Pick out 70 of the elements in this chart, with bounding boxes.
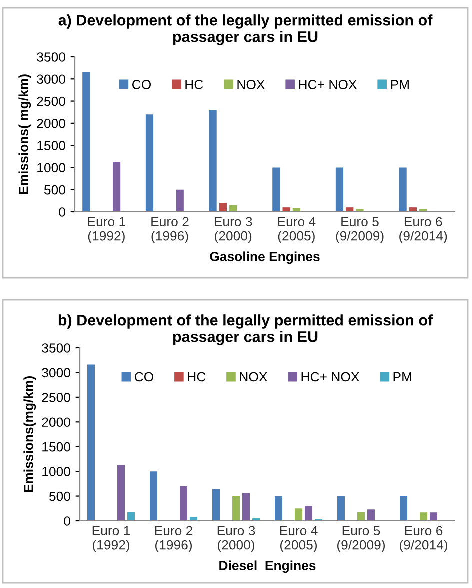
x-tick-label: Euro 2 (1996): [152, 217, 189, 244]
legend-label: CO: [132, 80, 151, 90]
x-tick-label: Euro 1 (1992): [92, 526, 130, 552]
y-tick-label: 2000: [37, 118, 66, 128]
x-tick-label: Euro 4 (2005): [278, 217, 316, 244]
x-tick-label: Euro 5 (9/2009): [338, 526, 386, 552]
bar: [368, 510, 375, 521]
y-tick-label: 0: [59, 208, 66, 217]
bar: [176, 190, 184, 212]
bar: [212, 489, 220, 521]
bar: [338, 496, 345, 521]
legend-label: HC+ NOX: [299, 80, 357, 90]
bar: [180, 486, 188, 521]
bar: [400, 496, 408, 521]
y-tick-label: 3000: [42, 368, 70, 378]
y-tick-label: 500: [44, 185, 66, 195]
bar: [399, 168, 407, 212]
x-tick-label: Euro 3 (2000): [218, 526, 256, 552]
x-tick-label: Euro 6 (9/2014): [400, 526, 448, 552]
x-tick-label: Euro 5 (9/2009): [336, 217, 384, 244]
chart-title: a) Development of the legally permitted emission of passager cars in EU: [58, 14, 433, 46]
y-tick-label: 3500: [37, 52, 66, 62]
bar: [275, 496, 282, 521]
y-tick-label: 1000: [38, 163, 66, 173]
y-axis-title: Emissions( mg/km): [18, 74, 32, 194]
bar: [272, 168, 280, 212]
legend-label: NOX: [238, 80, 265, 90]
bar: [113, 162, 121, 212]
bar: [430, 512, 438, 521]
x-axis-title: Gasoline Engines: [210, 252, 320, 264]
bar: [336, 168, 344, 212]
x-tick-label: Euro 1 (1992): [88, 217, 126, 244]
y-tick-label: 1500: [38, 141, 66, 150]
y-tick-label: 1000: [42, 467, 70, 476]
bar: [358, 512, 365, 521]
bar: [242, 493, 250, 521]
bar: [282, 208, 290, 212]
x-tick-label: Euro 6 (9/2014): [400, 217, 448, 244]
bar: [305, 506, 312, 521]
bar: [88, 364, 95, 521]
bar: [219, 203, 227, 212]
y-tick-label: 1500: [42, 442, 70, 452]
legend-label: HC+ NOX: [302, 372, 360, 382]
x-tick-label: Euro 2 (1996): [155, 526, 193, 552]
bar: [128, 512, 135, 521]
legend-label: HC: [186, 80, 204, 90]
y-axis-title: Emissions(mg/km): [24, 376, 36, 492]
bar: [150, 472, 158, 521]
bar: [420, 512, 428, 521]
legend-label: CO: [135, 372, 154, 382]
bar: [295, 508, 302, 521]
y-tick-label: 2500: [37, 96, 66, 106]
y-tick-label: 3500: [42, 344, 70, 353]
y-tick-label: 2000: [42, 418, 70, 428]
legend-label: PM: [394, 372, 412, 382]
legend-label: HC: [188, 372, 206, 382]
x-axis-title: Diesel Engines: [220, 560, 316, 574]
y-tick-label: 500: [49, 492, 70, 502]
bar: [209, 110, 217, 212]
x-tick-label: Euro 4 (2005): [280, 526, 318, 552]
y-tick-label: 0: [64, 516, 70, 526]
legend-label: PM: [391, 80, 409, 90]
bar: [232, 496, 240, 521]
y-tick-label: 3000: [37, 74, 66, 84]
y-tick-label: 2500: [42, 392, 70, 402]
bar: [82, 72, 90, 212]
x-tick-label: Euro 3 (2000): [214, 217, 252, 244]
legend-label: NOX: [240, 372, 268, 382]
bar: [118, 465, 125, 521]
bar: [146, 114, 154, 212]
